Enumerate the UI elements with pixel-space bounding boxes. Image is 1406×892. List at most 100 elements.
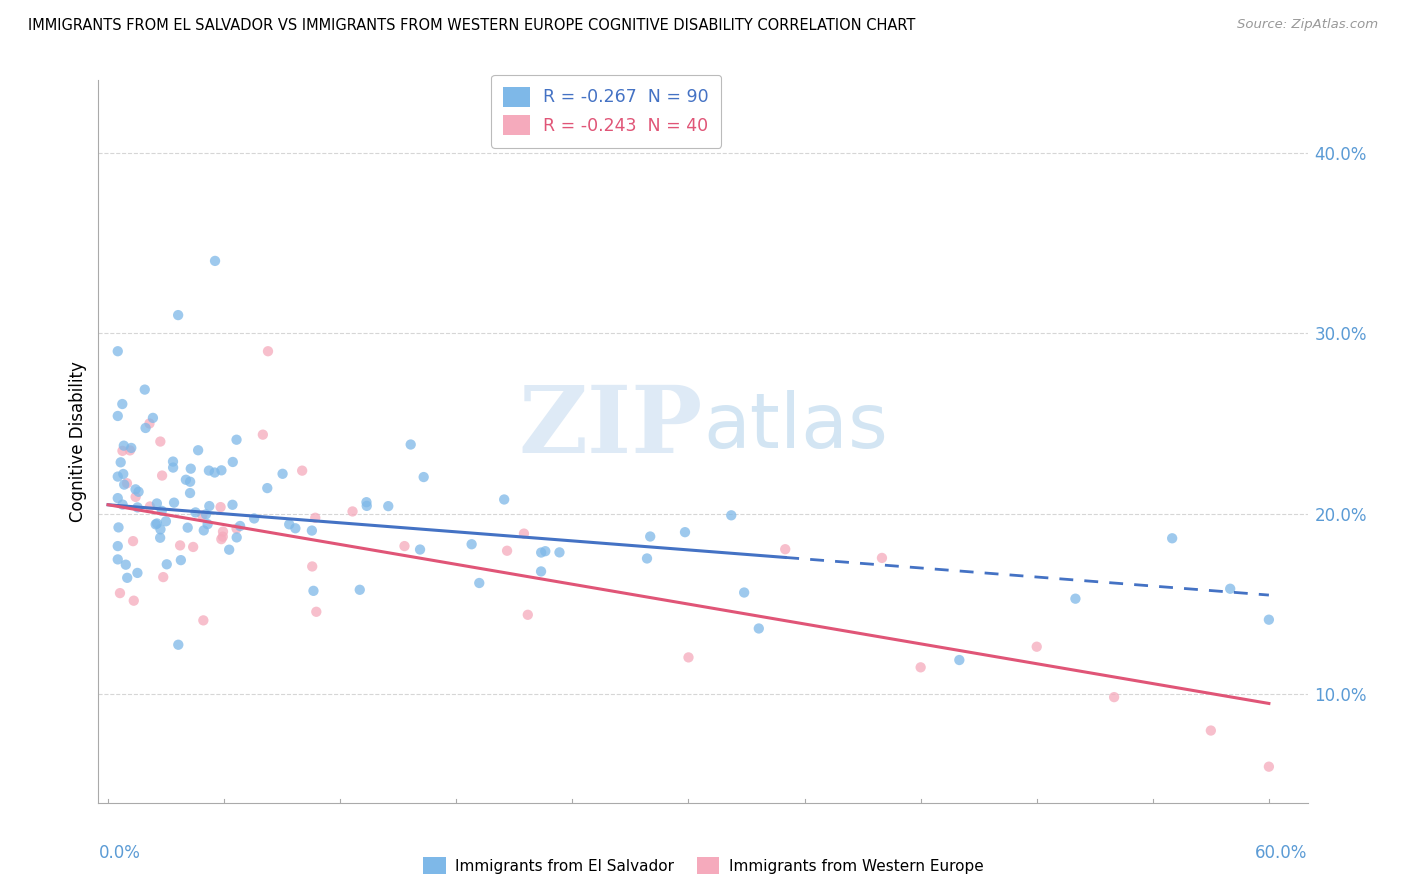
Point bbox=[115, 476, 138, 491]
Point bbox=[114, 558, 136, 572]
Point bbox=[107, 469, 129, 483]
Point bbox=[111, 443, 134, 458]
Point bbox=[127, 566, 149, 580]
Point bbox=[107, 491, 129, 505]
Point bbox=[209, 500, 232, 514]
Point bbox=[145, 517, 167, 532]
Point bbox=[225, 433, 247, 447]
Point bbox=[107, 344, 129, 359]
Text: ZIP: ZIP bbox=[519, 382, 703, 472]
Point bbox=[301, 559, 323, 574]
Point bbox=[170, 553, 193, 567]
Point bbox=[302, 583, 325, 598]
Point bbox=[112, 467, 135, 481]
Point bbox=[124, 490, 146, 504]
Point bbox=[122, 534, 145, 549]
Point bbox=[229, 519, 252, 533]
Point bbox=[356, 499, 378, 513]
Point bbox=[534, 544, 557, 558]
Point bbox=[530, 565, 553, 579]
Point bbox=[127, 500, 149, 515]
Point bbox=[494, 492, 516, 507]
Point bbox=[107, 552, 129, 566]
Point bbox=[636, 551, 658, 566]
Point bbox=[149, 522, 172, 536]
Point bbox=[163, 496, 186, 510]
Point bbox=[187, 443, 209, 458]
Point bbox=[221, 498, 243, 512]
Point bbox=[291, 464, 314, 478]
Point bbox=[211, 530, 233, 544]
Point bbox=[204, 466, 226, 480]
Text: 60.0%: 60.0% bbox=[1256, 845, 1308, 863]
Point bbox=[107, 539, 129, 553]
Text: IMMIGRANTS FROM EL SALVADOR VS IMMIGRANTS FROM WESTERN EUROPE COGNITIVE DISABILI: IMMIGRANTS FROM EL SALVADOR VS IMMIGRANT… bbox=[28, 18, 915, 33]
Text: Source: ZipAtlas.com: Source: ZipAtlas.com bbox=[1237, 18, 1378, 31]
Point bbox=[257, 344, 280, 359]
Point bbox=[252, 427, 274, 442]
Point bbox=[673, 525, 696, 540]
Point bbox=[222, 455, 245, 469]
Point bbox=[305, 605, 328, 619]
Point bbox=[209, 532, 232, 546]
Point bbox=[198, 499, 221, 513]
Point bbox=[394, 539, 416, 553]
Point bbox=[176, 521, 198, 535]
Point bbox=[513, 526, 536, 541]
Point bbox=[1257, 613, 1279, 627]
Point bbox=[138, 417, 160, 431]
Point bbox=[638, 529, 661, 543]
Point bbox=[225, 530, 247, 544]
Text: 0.0%: 0.0% bbox=[98, 845, 141, 863]
Point bbox=[179, 475, 201, 489]
Point bbox=[748, 622, 770, 636]
Point bbox=[225, 522, 247, 536]
Point bbox=[278, 517, 301, 532]
Point bbox=[342, 504, 364, 518]
Point bbox=[193, 613, 215, 627]
Point bbox=[174, 473, 197, 487]
Point bbox=[162, 454, 184, 468]
Point bbox=[530, 545, 553, 559]
Y-axis label: Cognitive Disability: Cognitive Disability bbox=[69, 361, 87, 522]
Point bbox=[356, 495, 378, 509]
Point bbox=[304, 510, 326, 524]
Point bbox=[110, 455, 132, 469]
Point bbox=[496, 543, 519, 558]
Point bbox=[733, 585, 755, 599]
Point bbox=[107, 520, 129, 534]
Point bbox=[118, 443, 141, 458]
Point bbox=[193, 524, 215, 538]
Point bbox=[1025, 640, 1047, 654]
Point bbox=[120, 441, 142, 455]
Point bbox=[156, 558, 179, 572]
Point bbox=[256, 481, 278, 495]
Point bbox=[548, 545, 571, 559]
Point bbox=[1199, 723, 1222, 738]
Text: atlas: atlas bbox=[703, 390, 887, 464]
Point bbox=[150, 468, 173, 483]
Point bbox=[149, 434, 172, 449]
Point bbox=[194, 508, 217, 522]
Point bbox=[180, 461, 202, 475]
Point bbox=[271, 467, 294, 481]
Point bbox=[516, 607, 538, 622]
Point bbox=[1064, 591, 1087, 606]
Point bbox=[720, 508, 742, 523]
Point bbox=[409, 542, 432, 557]
Point bbox=[111, 498, 134, 512]
Point bbox=[152, 570, 174, 584]
Point bbox=[204, 253, 226, 268]
Point bbox=[112, 439, 135, 453]
Point bbox=[412, 470, 434, 484]
Point bbox=[377, 499, 399, 513]
Point bbox=[167, 638, 190, 652]
Point bbox=[122, 593, 145, 607]
Point bbox=[209, 463, 232, 477]
Point bbox=[243, 511, 266, 525]
Point bbox=[155, 514, 177, 528]
Point bbox=[212, 524, 235, 539]
Point bbox=[460, 537, 482, 551]
Point bbox=[948, 653, 970, 667]
Point bbox=[399, 437, 422, 451]
